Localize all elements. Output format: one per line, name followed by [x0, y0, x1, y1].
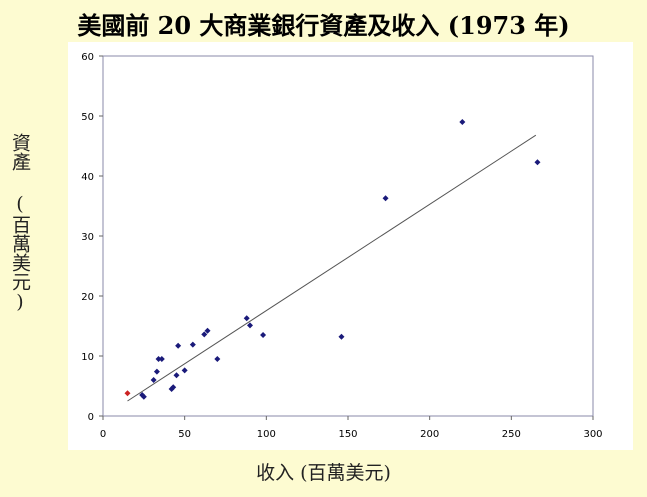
- x-tick-label: 150: [338, 429, 357, 440]
- data-point: [124, 390, 131, 397]
- data-point: [204, 327, 211, 334]
- x-tick-label: 200: [420, 429, 439, 440]
- y-tick-label: 10: [81, 352, 94, 363]
- data-point: [181, 367, 188, 374]
- data-point: [170, 384, 177, 391]
- data-point: [153, 368, 160, 375]
- y-tick-label: 60: [81, 52, 94, 63]
- x-tick-label: 250: [502, 429, 521, 440]
- y-tick-label: 40: [81, 172, 94, 183]
- data-point: [338, 333, 345, 340]
- y-axis-label: 資產 (百萬美元): [9, 133, 31, 313]
- x-tick-label: 0: [100, 429, 106, 440]
- trend-line: [127, 134, 537, 402]
- data-point: [534, 159, 541, 166]
- data-point: [189, 341, 196, 348]
- y-tick-label: 30: [81, 232, 94, 243]
- data-point: [150, 377, 157, 383]
- data-point: [382, 195, 389, 202]
- data-point: [140, 393, 147, 400]
- x-tick-label: 300: [583, 429, 602, 440]
- x-axis-label: 收入 (百萬美元): [256, 462, 391, 484]
- y-tick-label: 20: [81, 292, 94, 303]
- plot-background: [68, 42, 633, 450]
- x-tick-label: 100: [257, 429, 276, 440]
- data-point: [201, 331, 208, 338]
- data-point: [173, 372, 180, 379]
- x-tick-label: 50: [178, 429, 191, 440]
- data-point: [247, 322, 253, 329]
- data-point: [155, 356, 162, 362]
- y-tick-label: 0: [88, 412, 94, 423]
- data-point: [459, 119, 466, 125]
- y-tick-label: 50: [81, 112, 94, 123]
- data-point: [243, 315, 250, 322]
- chart-title: 美國前 20 大商業銀行資產及收入 (1973 年): [77, 11, 570, 40]
- data-point: [260, 332, 267, 338]
- data-point: [214, 356, 221, 362]
- data-point: [175, 342, 182, 349]
- data-point: [158, 356, 165, 362]
